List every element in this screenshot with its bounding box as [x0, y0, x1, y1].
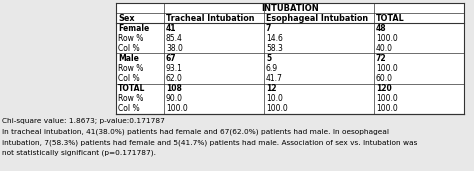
Text: 85.4: 85.4 — [166, 34, 183, 43]
Text: Female: Female — [118, 24, 149, 33]
Text: 100.0: 100.0 — [376, 34, 398, 43]
Text: Row %: Row % — [118, 64, 143, 73]
Text: 41.7: 41.7 — [266, 74, 283, 83]
Text: 100.0: 100.0 — [376, 64, 398, 73]
Text: 62.0: 62.0 — [166, 74, 183, 83]
Text: 40.0: 40.0 — [376, 44, 393, 53]
Text: 108: 108 — [166, 84, 182, 93]
Bar — [116, 3, 464, 114]
Text: 38.0: 38.0 — [166, 44, 183, 53]
Text: 100.0: 100.0 — [266, 104, 288, 113]
Text: Esophageal Intubation: Esophageal Intubation — [266, 14, 368, 23]
Text: 6.9: 6.9 — [266, 64, 278, 73]
Text: not statistically significant (p=0.171787).: not statistically significant (p=0.17178… — [2, 149, 156, 156]
Text: TOTAL: TOTAL — [376, 14, 405, 23]
Text: TOTAL: TOTAL — [118, 84, 146, 93]
Text: intubation, 7(58.3%) patients had female and 5(41.7%) patients had male. Associa: intubation, 7(58.3%) patients had female… — [2, 139, 418, 146]
Text: Tracheal Intubation: Tracheal Intubation — [166, 14, 255, 23]
Text: Col %: Col % — [118, 44, 140, 53]
Text: Col %: Col % — [118, 74, 140, 83]
Text: 120: 120 — [376, 84, 392, 93]
Text: 12: 12 — [266, 84, 276, 93]
Text: Male: Male — [118, 54, 139, 63]
Text: 41: 41 — [166, 24, 176, 33]
Text: 10.0: 10.0 — [266, 94, 283, 103]
Text: 100.0: 100.0 — [376, 94, 398, 103]
Text: 67: 67 — [166, 54, 177, 63]
Text: Row %: Row % — [118, 34, 143, 43]
Text: Row %: Row % — [118, 94, 143, 103]
Text: 100.0: 100.0 — [166, 104, 188, 113]
Text: Chi-square value: 1.8673; p-value:0.171787: Chi-square value: 1.8673; p-value:0.1717… — [2, 118, 165, 124]
Text: 100.0: 100.0 — [376, 104, 398, 113]
Text: 93.1: 93.1 — [166, 64, 183, 73]
Text: 48: 48 — [376, 24, 387, 33]
Text: 90.0: 90.0 — [166, 94, 183, 103]
Text: 58.3: 58.3 — [266, 44, 283, 53]
Text: INTUBATION: INTUBATION — [261, 4, 319, 12]
Text: 60.0: 60.0 — [376, 74, 393, 83]
Text: Sex: Sex — [118, 14, 135, 23]
Text: 5: 5 — [266, 54, 271, 63]
Text: In tracheal intubation, 41(38.0%) patients had female and 67(62.0%) patients had: In tracheal intubation, 41(38.0%) patien… — [2, 128, 389, 135]
Text: 7: 7 — [266, 24, 272, 33]
Text: 14.6: 14.6 — [266, 34, 283, 43]
Text: Col %: Col % — [118, 104, 140, 113]
Text: 72: 72 — [376, 54, 387, 63]
Bar — [116, 3, 464, 13]
